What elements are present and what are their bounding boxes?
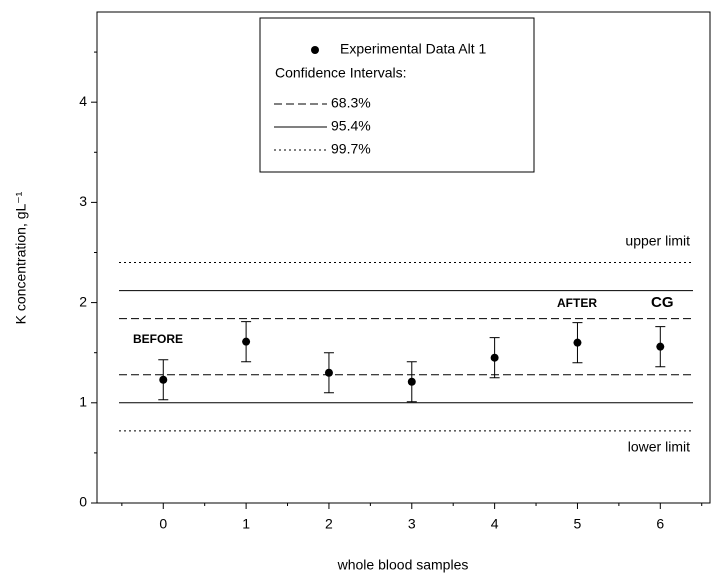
y-tick-label: 3 <box>79 193 87 209</box>
x-tick-label: 3 <box>408 516 416 532</box>
legend-label: 99.7% <box>331 141 371 157</box>
annotation: CG <box>651 294 674 311</box>
legend-label: Experimental Data Alt 1 <box>340 41 487 57</box>
legend-box <box>259 17 535 173</box>
x-tick-label: 4 <box>491 516 499 532</box>
legend-marker <box>311 46 319 54</box>
legend-label: 95.4% <box>331 118 371 134</box>
y-axis-label: K concentration, gL⁻¹ <box>13 191 29 324</box>
annotation: AFTER <box>557 296 597 310</box>
x-tick-label: 2 <box>325 516 333 532</box>
plot-frame <box>96 11 711 504</box>
y-tick-label: 4 <box>79 93 87 109</box>
annotation: BEFORE <box>133 332 183 346</box>
data-point <box>407 377 416 386</box>
data-point <box>573 338 582 347</box>
legend-header: Confidence Intervals: <box>275 65 407 81</box>
data-point <box>656 342 665 351</box>
y-tick-label: 2 <box>79 293 87 309</box>
x-tick-label: 6 <box>656 516 664 532</box>
data-point <box>324 368 333 377</box>
legend-label: 68.3% <box>331 95 371 111</box>
data-point <box>490 353 499 362</box>
x-tick-label: 0 <box>159 516 167 532</box>
x-tick-label: 5 <box>574 516 582 532</box>
y-tick-label: 1 <box>79 393 87 409</box>
x-axis-label: whole blood samples <box>337 557 469 573</box>
y-tick-label: 0 <box>79 494 87 510</box>
annotation: lower limit <box>628 439 690 455</box>
data-point <box>242 337 251 346</box>
annotation: upper limit <box>625 233 690 249</box>
x-tick-label: 1 <box>242 516 250 532</box>
data-point <box>159 375 168 384</box>
